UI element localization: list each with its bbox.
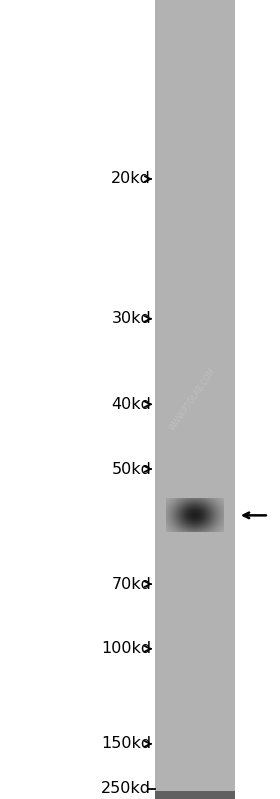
Text: 100kd: 100kd — [101, 642, 151, 656]
Bar — [155, 791, 235, 799]
Text: 20kd: 20kd — [111, 172, 151, 186]
Text: 40kd: 40kd — [111, 397, 151, 411]
Text: 70kd: 70kd — [111, 577, 151, 591]
Text: 250kd: 250kd — [101, 781, 151, 796]
Text: 50kd: 50kd — [111, 462, 151, 476]
Bar — [155, 0, 235, 799]
Text: WWW.PTGLAB.COM: WWW.PTGLAB.COM — [168, 367, 218, 432]
Text: 30kd: 30kd — [111, 312, 151, 326]
Text: 150kd: 150kd — [101, 737, 151, 751]
